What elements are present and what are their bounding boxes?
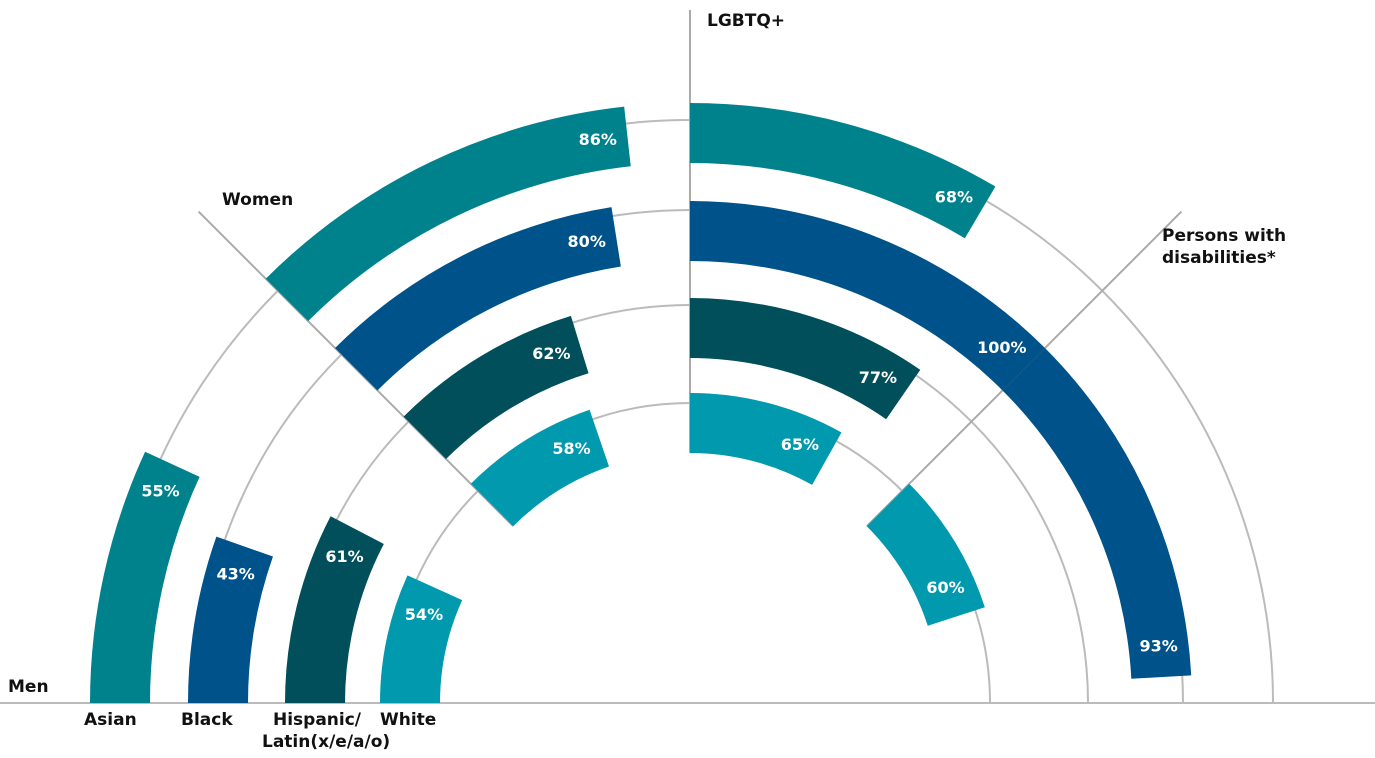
value-label: 100% — [977, 338, 1026, 357]
bar — [690, 201, 1045, 391]
value-label: 61% — [325, 547, 363, 566]
value-label: 60% — [926, 578, 964, 597]
bar — [188, 536, 273, 703]
value-label: 62% — [532, 344, 570, 363]
value-label: 93% — [1140, 637, 1178, 656]
legend-label: Black — [181, 710, 233, 730]
value-label: 43% — [216, 565, 254, 584]
bar — [690, 103, 996, 239]
bar — [690, 298, 921, 420]
bar — [90, 451, 200, 703]
value-label: 58% — [552, 439, 590, 458]
legend-label: Hispanic/ Latin(x/e/a/o) — [262, 710, 391, 752]
value-label: 65% — [781, 435, 819, 454]
bar — [866, 483, 985, 626]
value-label: 77% — [859, 368, 897, 387]
bar — [403, 315, 589, 460]
bar — [285, 516, 384, 703]
group-label: Men — [8, 677, 49, 697]
group-label: Women — [222, 190, 294, 210]
legend-label: Asian — [84, 710, 137, 730]
value-label: 55% — [141, 481, 179, 500]
bar — [690, 393, 842, 485]
bar — [380, 575, 463, 703]
value-label: 80% — [568, 232, 606, 251]
bar — [335, 207, 621, 391]
legend-label: White — [380, 710, 437, 730]
bar — [470, 409, 610, 527]
value-label: 86% — [579, 130, 617, 149]
group-label: Persons with disabilities* — [1162, 226, 1287, 268]
bar — [1002, 348, 1192, 679]
value-label: 68% — [935, 187, 973, 206]
value-label: 54% — [405, 605, 443, 624]
group-label: LGBTQ+ — [707, 11, 786, 31]
bar — [265, 106, 631, 322]
